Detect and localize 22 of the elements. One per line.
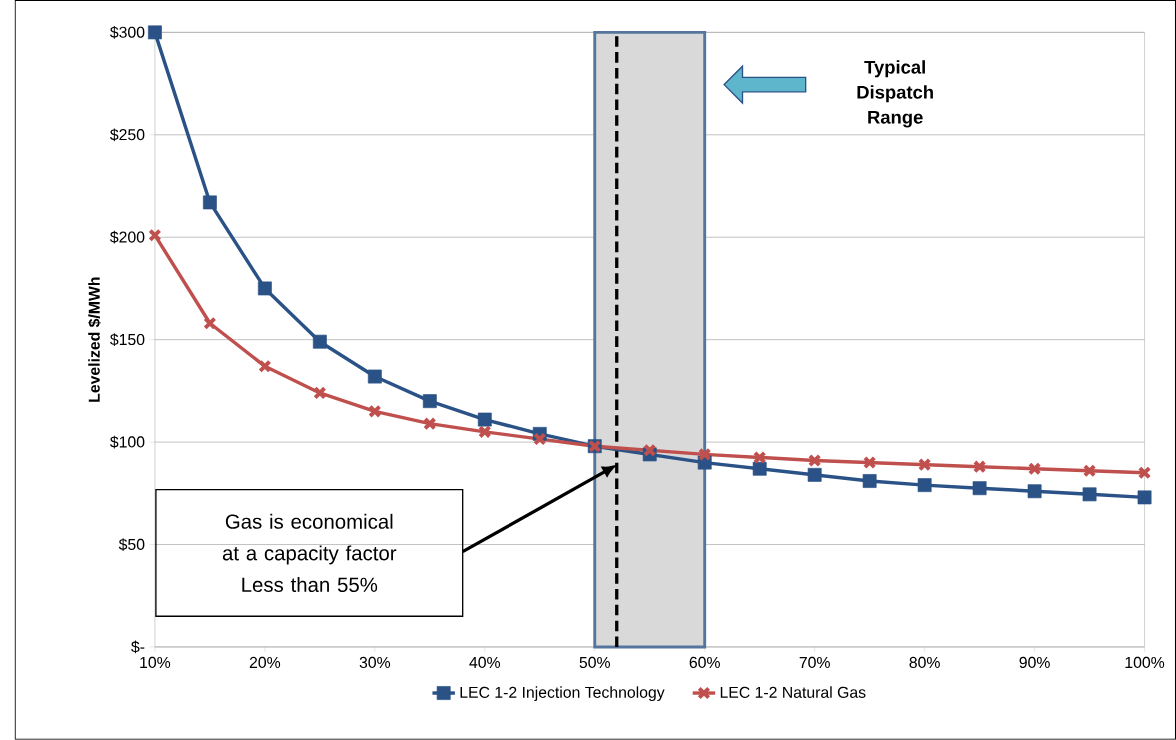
x-tick-label: 70%	[799, 656, 830, 669]
x-tick-label: 50%	[579, 656, 610, 669]
x-tick-label: 40%	[469, 656, 501, 669]
y-tick-label: $150	[110, 333, 145, 347]
y-tick-label: $200	[110, 230, 145, 244]
annotation: Typical Dispatch Range	[857, 60, 933, 128]
x-tick-label: 20%	[249, 656, 281, 669]
x-tick-label: 10%	[140, 656, 171, 669]
y-tick-label: $100	[110, 435, 145, 449]
x-tick-label: 60%	[689, 656, 720, 669]
legend-label: LEC 1-2 Natural Gas	[720, 686, 866, 698]
y-tick-label: $250	[110, 128, 145, 142]
y-tick-label: $50	[118, 538, 145, 551]
x-tick-label: 30%	[359, 656, 391, 669]
x-tick-label: 80%	[909, 656, 940, 669]
legend-label: LEC 1-2 Injection Technology	[460, 686, 665, 702]
x-tick-label: 90%	[1019, 656, 1050, 669]
y-axis-title: Levelized $/MWh	[87, 277, 101, 402]
y-tick-label: $300	[110, 26, 145, 39]
y-tick-label: $-	[131, 640, 145, 654]
annotation: Gas is economical at a capacity factor Less than 55%	[222, 513, 397, 593]
x-tick-label: 100%	[1125, 656, 1165, 669]
